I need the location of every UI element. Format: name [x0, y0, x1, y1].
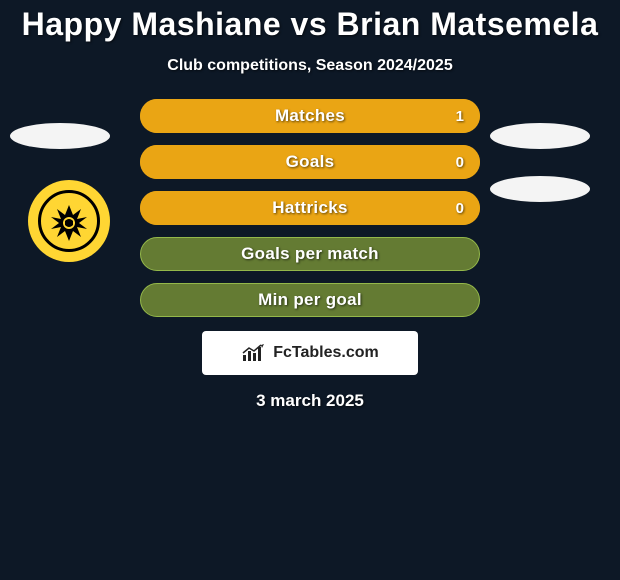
stat-value-right: 0	[456, 191, 464, 225]
stat-row: Hattricks0	[140, 191, 480, 225]
page-title: Happy Mashiane vs Brian Matsemela	[0, 0, 620, 43]
stats-comparison: Matches1Goals0Hattricks0Goals per matchM…	[0, 99, 620, 317]
stat-label: Min per goal	[140, 283, 480, 317]
stat-row: Goals0	[140, 145, 480, 179]
stat-value-right: 0	[456, 145, 464, 179]
stat-label: Goals per match	[140, 237, 480, 271]
stat-label: Goals	[140, 145, 480, 179]
stat-label: Hattricks	[140, 191, 480, 225]
stat-row: Min per goal	[140, 283, 480, 317]
stat-label: Matches	[140, 99, 480, 133]
branding-label: FcTables.com	[273, 344, 379, 362]
date-text: 3 march 2025	[0, 391, 620, 411]
subtitle: Club competitions, Season 2024/2025	[0, 57, 620, 75]
branding-box[interactable]: FcTables.com	[202, 331, 418, 375]
bar-chart-icon	[241, 343, 267, 363]
stat-value-right: 1	[456, 99, 464, 133]
stat-row: Matches1	[140, 99, 480, 133]
stat-row: Goals per match	[140, 237, 480, 271]
